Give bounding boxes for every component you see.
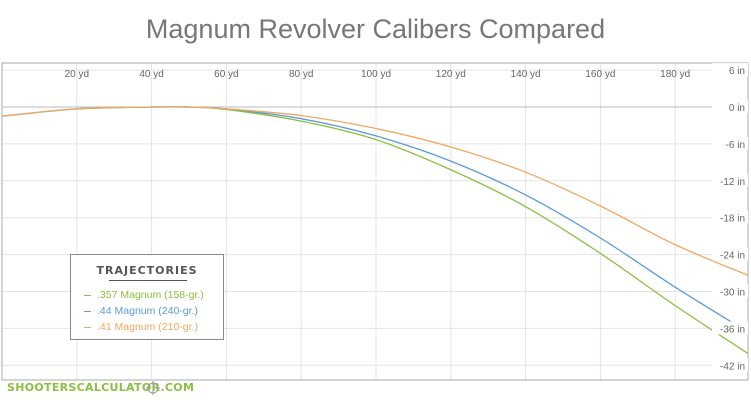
chart-title: Magnum Revolver Calibers Compared xyxy=(145,14,606,44)
y-tick-label: -12 in xyxy=(720,177,745,188)
crosshair-icon xyxy=(146,381,160,395)
y-tick-label-bg xyxy=(712,100,748,113)
y-tick-label: 6 in xyxy=(729,66,745,77)
y-tick-label: -6 in xyxy=(726,140,745,151)
y-tick-label: -42 in xyxy=(720,361,745,372)
legend-label: .41 Magnum (210-gr.) xyxy=(97,321,198,333)
y-tick-label-bg xyxy=(712,210,748,224)
x-tick-label: 80 yd xyxy=(289,69,313,80)
y-tick-label-bg xyxy=(712,173,748,187)
x-tick-label: 100 yd xyxy=(361,69,391,80)
y-tick-label: -36 in xyxy=(720,324,745,335)
y-tick-label-bg xyxy=(712,358,748,372)
x-tick-label: 160 yd xyxy=(585,69,615,80)
y-tick-label-bg xyxy=(712,321,748,335)
y-tick-label: -30 in xyxy=(720,288,745,299)
legend-label: .44 Magnum (240-gr.) xyxy=(97,305,198,317)
series-line-41-magnum xyxy=(2,106,748,277)
legend-title: TRAJECTORIES xyxy=(96,264,198,277)
x-tick-label: 40 yd xyxy=(139,69,163,80)
legend-swatch xyxy=(84,310,91,312)
x-tick-label: 120 yd xyxy=(436,69,466,80)
legend: TRAJECTORIES .357 Magnum (158-gr.) .44 Ma… xyxy=(70,254,224,340)
y-tick-label-bg xyxy=(712,247,748,261)
y-tick-label: -18 in xyxy=(720,214,745,225)
y-tick-label-bg xyxy=(712,136,748,150)
legend-title-underline xyxy=(109,280,187,281)
legend-swatch xyxy=(84,326,91,328)
watermark-text: SHOOTERSCALCULATOR.COM xyxy=(7,381,195,394)
y-tick-label: -24 in xyxy=(720,251,745,262)
x-tick-label: 180 yd xyxy=(660,69,690,80)
legend-item: .44 Magnum (240-gr.) xyxy=(84,305,198,317)
x-tick-label: 140 yd xyxy=(511,69,541,80)
y-tick-label-bg xyxy=(712,63,748,77)
x-tick-label: 60 yd xyxy=(214,69,238,80)
y-tick-label: 0 in xyxy=(729,103,745,114)
legend-item: .357 Magnum (158-gr.) xyxy=(84,289,204,301)
y-tick-label-bg xyxy=(712,284,748,298)
legend-item: .41 Magnum (210-gr.) xyxy=(84,321,198,333)
x-tick-label: 20 yd xyxy=(65,69,89,80)
legend-label: .357 Magnum (158-gr.) xyxy=(97,289,204,301)
legend-swatch xyxy=(84,294,91,296)
